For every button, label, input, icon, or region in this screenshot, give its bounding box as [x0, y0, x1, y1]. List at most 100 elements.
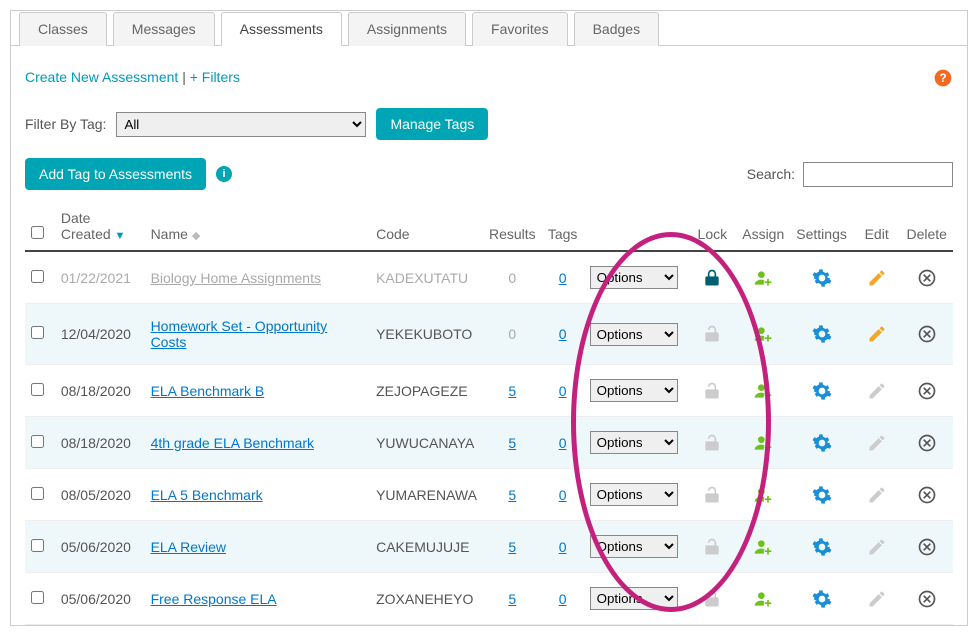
edit-icon[interactable] — [867, 325, 887, 341]
row-checkbox[interactable] — [31, 270, 44, 283]
assign-icon[interactable] — [753, 268, 773, 284]
edit-icon[interactable] — [867, 485, 887, 501]
search-input[interactable] — [803, 162, 953, 187]
table-row: 12/04/2020 Homework Set - Opportunity Co… — [25, 304, 953, 365]
edit-icon[interactable] — [867, 589, 887, 605]
tags-link[interactable]: 0 — [559, 270, 567, 286]
edit-icon[interactable] — [867, 537, 887, 553]
delete-icon[interactable] — [917, 433, 937, 449]
assign-icon[interactable] — [753, 589, 773, 605]
lock-icon[interactable] — [702, 433, 722, 449]
assessment-name-link[interactable]: ELA 5 Benchmark — [151, 487, 263, 503]
settings-icon[interactable] — [812, 433, 832, 449]
tags-link[interactable]: 0 — [559, 326, 567, 342]
col-name[interactable]: Name ◆ — [145, 202, 371, 251]
delete-icon[interactable] — [917, 537, 937, 553]
results-link[interactable]: 5 — [508, 383, 516, 399]
settings-icon[interactable] — [812, 537, 832, 553]
results-link[interactable]: 5 — [508, 591, 516, 607]
lock-icon[interactable] — [702, 485, 722, 501]
settings-icon[interactable] — [812, 589, 832, 605]
tab-assessments[interactable]: Assessments — [221, 12, 342, 46]
table-row: 08/18/2020 4th grade ELA Benchmark YUWUC… — [25, 417, 953, 469]
results-link[interactable]: 5 — [508, 487, 516, 503]
row-options-select[interactable]: Options — [590, 535, 678, 558]
col-date[interactable]: Date Created ▼ — [55, 202, 145, 251]
delete-icon[interactable] — [917, 589, 937, 605]
info-icon[interactable]: i — [216, 166, 232, 182]
assign-icon[interactable] — [753, 485, 773, 501]
add-tag-button[interactable]: Add Tag to Assessments — [25, 158, 206, 190]
manage-tags-button[interactable]: Manage Tags — [376, 108, 488, 140]
delete-icon[interactable] — [917, 268, 937, 284]
results-link[interactable]: 5 — [508, 435, 516, 451]
lock-icon[interactable] — [702, 381, 722, 397]
tab-assignments[interactable]: Assignments — [348, 12, 466, 46]
assessment-name-link[interactable]: 4th grade ELA Benchmark — [151, 435, 314, 451]
assessment-name-link[interactable]: Biology Home Assignments — [151, 270, 321, 286]
table-row: 08/18/2020 ELA Benchmark B ZEJOPAGEZE 5 … — [25, 365, 953, 417]
assessment-name-link[interactable]: ELA Benchmark B — [151, 383, 265, 399]
delete-icon[interactable] — [917, 485, 937, 501]
row-date: 01/22/2021 — [55, 251, 145, 304]
delete-icon[interactable] — [917, 325, 937, 341]
filter-tag-select[interactable]: All — [116, 112, 366, 137]
tags-link[interactable]: 0 — [559, 591, 567, 607]
settings-icon[interactable] — [812, 325, 832, 341]
tags-link[interactable]: 0 — [559, 383, 567, 399]
settings-icon[interactable] — [812, 268, 832, 284]
row-date: 08/18/2020 — [55, 417, 145, 469]
row-options-select[interactable]: Options — [590, 431, 678, 454]
row-date: 12/04/2020 — [55, 304, 145, 365]
row-checkbox[interactable] — [31, 435, 44, 448]
row-options-select[interactable]: Options — [590, 379, 678, 402]
edit-icon[interactable] — [867, 268, 887, 284]
tags-link[interactable]: 0 — [559, 539, 567, 555]
row-checkbox[interactable] — [31, 383, 44, 396]
assign-icon[interactable] — [753, 325, 773, 341]
filters-link[interactable]: + Filters — [190, 69, 240, 85]
tab-classes[interactable]: Classes — [19, 12, 107, 46]
row-options-select[interactable]: Options — [590, 323, 678, 346]
divider: | — [182, 69, 190, 85]
assessment-name-link[interactable]: Homework Set - Opportunity Costs — [151, 318, 328, 350]
edit-icon[interactable] — [867, 381, 887, 397]
settings-icon[interactable] — [812, 485, 832, 501]
tags-link[interactable]: 0 — [559, 487, 567, 503]
top-links: Create New Assessment | + Filters — [25, 69, 240, 85]
lock-icon[interactable] — [702, 537, 722, 553]
table-row: 08/05/2020 ELA 5 Benchmark YUMARENAWA 5 … — [25, 469, 953, 521]
tab-badges[interactable]: Badges — [574, 12, 659, 46]
results-link[interactable]: 5 — [508, 539, 516, 555]
assessment-name-link[interactable]: ELA Review — [151, 539, 226, 555]
assign-icon[interactable] — [753, 537, 773, 553]
lock-icon[interactable] — [702, 589, 722, 605]
lock-icon[interactable] — [702, 325, 722, 341]
main-content: Create New Assessment | + Filters ? Filt… — [11, 46, 967, 625]
col-edit: Edit — [853, 202, 901, 251]
tab-messages[interactable]: Messages — [113, 12, 215, 46]
assessment-name-link[interactable]: Free Response ELA — [151, 591, 277, 607]
table-row: 05/06/2020 Free Response ELA ZOXANEHEYO … — [25, 573, 953, 625]
col-lock: Lock — [688, 202, 736, 251]
row-date: 08/05/2020 — [55, 469, 145, 521]
delete-icon[interactable] — [917, 381, 937, 397]
row-options-select[interactable]: Options — [590, 483, 678, 506]
assign-icon[interactable] — [753, 433, 773, 449]
select-all-checkbox[interactable] — [31, 226, 44, 239]
row-code: YUWUCANAYA — [370, 417, 483, 469]
create-assessment-link[interactable]: Create New Assessment — [25, 69, 178, 85]
row-options-select[interactable]: Options — [590, 587, 678, 610]
row-checkbox[interactable] — [31, 487, 44, 500]
assign-icon[interactable] — [753, 381, 773, 397]
edit-icon[interactable] — [867, 433, 887, 449]
tab-favorites[interactable]: Favorites — [472, 12, 568, 46]
row-checkbox[interactable] — [31, 591, 44, 604]
row-options-select[interactable]: Options — [590, 266, 678, 289]
row-checkbox[interactable] — [31, 326, 44, 339]
help-icon[interactable]: ? — [933, 64, 953, 90]
tags-link[interactable]: 0 — [559, 435, 567, 451]
lock-icon[interactable] — [702, 268, 722, 284]
settings-icon[interactable] — [812, 381, 832, 397]
row-checkbox[interactable] — [31, 539, 44, 552]
